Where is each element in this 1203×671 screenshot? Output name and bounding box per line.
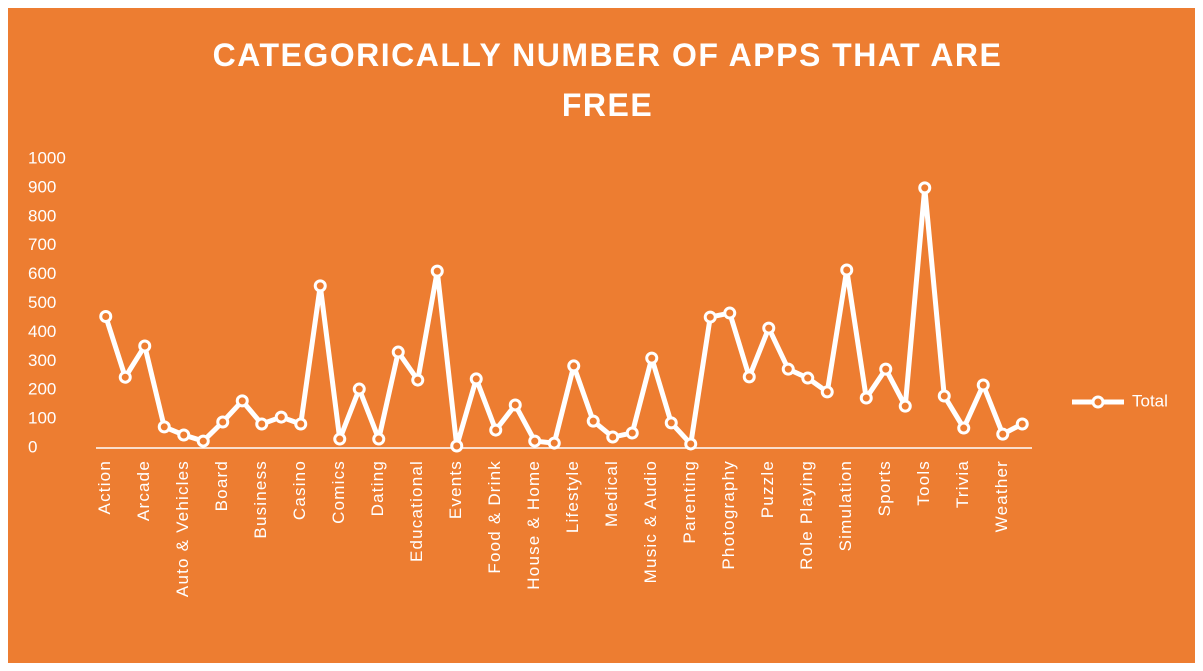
legend-label: Total bbox=[1132, 391, 1168, 410]
x-tick-label: Food & Drink bbox=[485, 460, 504, 574]
x-tick-label: Action bbox=[95, 460, 114, 514]
data-point bbox=[352, 382, 366, 396]
x-tick-label: Business bbox=[251, 460, 270, 539]
x-tick-label: Comics bbox=[329, 460, 348, 524]
data-point bbox=[508, 398, 522, 412]
data-point bbox=[274, 410, 288, 424]
data-point bbox=[606, 430, 620, 444]
x-tick-label: House & Home bbox=[524, 460, 543, 590]
data-point bbox=[430, 264, 444, 278]
data-point bbox=[976, 378, 990, 392]
data-point bbox=[567, 359, 581, 373]
x-tick-label: Sports bbox=[875, 460, 894, 516]
x-tick-label: Educational bbox=[407, 460, 426, 562]
x-tick-label: Casino bbox=[290, 460, 309, 520]
data-point bbox=[469, 372, 483, 386]
data-point bbox=[937, 389, 951, 403]
y-tick-label: 700 bbox=[28, 235, 56, 254]
data-point bbox=[684, 437, 698, 451]
x-tick-label: Simulation bbox=[836, 460, 855, 551]
data-point bbox=[840, 263, 854, 277]
x-tick-label: Tools bbox=[914, 460, 933, 506]
data-point bbox=[235, 394, 249, 408]
data-point bbox=[781, 362, 795, 376]
x-tick-label: Photography bbox=[719, 460, 738, 570]
data-point bbox=[157, 420, 171, 434]
data-point bbox=[255, 417, 269, 431]
data-point bbox=[294, 417, 308, 431]
chart-background bbox=[8, 8, 1195, 663]
data-point bbox=[528, 434, 542, 448]
data-point bbox=[411, 373, 425, 387]
data-point bbox=[703, 310, 717, 324]
data-point bbox=[1015, 417, 1029, 431]
y-tick-label: 800 bbox=[28, 206, 56, 225]
data-point bbox=[645, 351, 659, 365]
data-point bbox=[547, 436, 561, 450]
x-tick-label: Dating bbox=[368, 460, 387, 516]
x-tick-label: Lifestyle bbox=[563, 460, 582, 533]
data-point bbox=[879, 362, 893, 376]
data-point bbox=[918, 181, 932, 195]
x-tick-label: Auto & Vehicles bbox=[173, 460, 192, 597]
data-point bbox=[801, 371, 815, 385]
data-point bbox=[586, 414, 600, 428]
data-point bbox=[372, 432, 386, 446]
y-tick-label: 500 bbox=[28, 293, 56, 312]
data-point bbox=[723, 306, 737, 320]
y-tick-label: 900 bbox=[28, 177, 56, 196]
x-tick-label: Weather bbox=[992, 460, 1011, 532]
data-point bbox=[196, 434, 210, 448]
y-tick-label: 600 bbox=[28, 264, 56, 283]
y-tick-label: 0 bbox=[28, 437, 37, 456]
data-point bbox=[762, 321, 776, 335]
data-point bbox=[742, 370, 756, 384]
y-tick-label: 300 bbox=[28, 351, 56, 370]
y-tick-label: 400 bbox=[28, 322, 56, 341]
x-tick-label: Events bbox=[446, 460, 465, 519]
data-point bbox=[625, 426, 639, 440]
x-tick-label: Medical bbox=[602, 460, 621, 527]
y-tick-label: 100 bbox=[28, 409, 56, 428]
x-tick-label: Music & Audio bbox=[641, 460, 660, 583]
data-point bbox=[898, 399, 912, 413]
chart-title: CATEGORICALLY NUMBER OF APPS THAT ARE FR… bbox=[212, 37, 1003, 123]
x-tick-label: Arcade bbox=[134, 460, 153, 521]
data-point bbox=[99, 310, 113, 324]
y-tick-label: 200 bbox=[28, 380, 56, 399]
data-point bbox=[859, 391, 873, 405]
y-tick-label: 1000 bbox=[28, 148, 66, 167]
data-point bbox=[664, 416, 678, 430]
data-point bbox=[820, 385, 834, 399]
data-point bbox=[996, 427, 1010, 441]
x-tick-label: Board bbox=[212, 460, 231, 511]
data-point bbox=[216, 415, 230, 429]
data-point bbox=[450, 439, 464, 453]
data-point bbox=[391, 345, 405, 359]
legend-marker bbox=[1091, 395, 1105, 409]
data-point bbox=[333, 432, 347, 446]
x-tick-label: Puzzle bbox=[758, 460, 777, 518]
data-point bbox=[313, 279, 327, 293]
data-point bbox=[118, 370, 132, 384]
x-tick-label: Parenting bbox=[680, 460, 699, 544]
x-tick-label: Role Playing bbox=[797, 460, 816, 570]
data-point bbox=[138, 339, 152, 353]
data-point bbox=[177, 428, 191, 442]
x-tick-label: Trivia bbox=[953, 460, 972, 508]
data-point bbox=[957, 421, 971, 435]
data-point bbox=[489, 423, 503, 437]
